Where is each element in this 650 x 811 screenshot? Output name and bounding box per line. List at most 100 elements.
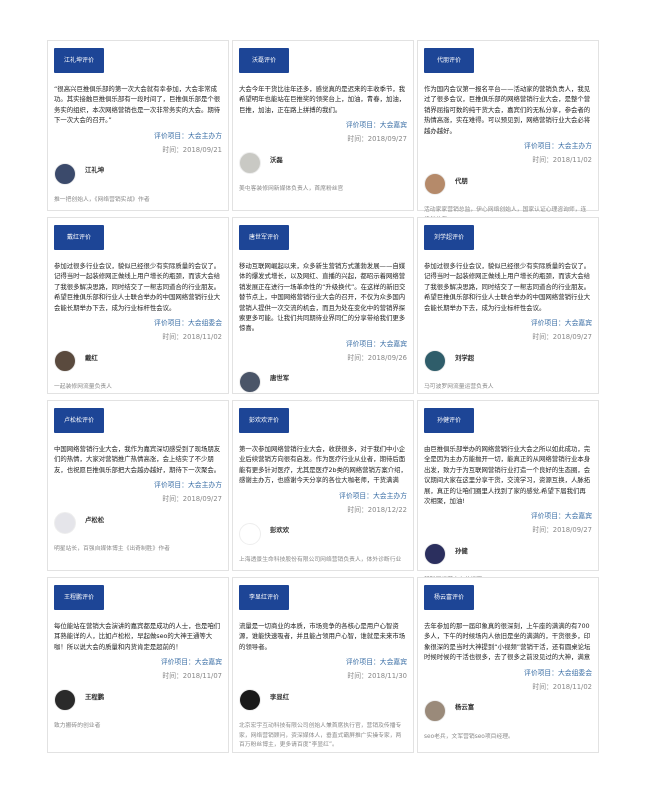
author: 唐世军	[239, 370, 407, 394]
testimonial-card: 江礼坤评价 “很高兴巨推俱乐部的第一次大会就有幸参加，大会非常成功。其实接触巨推俱…	[47, 40, 229, 211]
testimonial-card: 孙健评价由巨推俱乐部举办的网络营销行业大会之所以如此成功，完全是因为主办方能抛开…	[417, 400, 599, 583]
author-name: 孙健	[455, 546, 468, 555]
author: 代朋	[424, 172, 592, 196]
author: 刘学超	[424, 349, 592, 373]
testimonial-row: 王程鹏评价每位能站在营销大会演讲的嘉宾都是成功的人士，也是咱们耳熟能详的人，比如…	[47, 577, 599, 753]
author-description: seo老兵，文军营销seo项目经理。	[424, 733, 514, 740]
review-project[interactable]: 评价项目：大会主办方	[339, 491, 407, 500]
author-name: 沃磊	[270, 155, 283, 164]
reviewer-badge: 戴红评价	[54, 225, 104, 250]
reviewer-badge: 彭欢欢评价	[239, 408, 289, 433]
author-name: 戴红	[85, 353, 98, 362]
reviewer-badge: 代朋评价	[424, 48, 474, 73]
review-text: 去年参加的那一届印象真的很深刻，上午座的满满的有700多人，下午的时候场内人依旧…	[424, 622, 591, 662]
review-time: 时间：2018/11/07	[162, 672, 222, 681]
reviewer-badge: 王程鹏评价	[54, 585, 104, 610]
avatar	[239, 689, 261, 712]
testimonial-card: 王程鹏评价每位能站在营销大会演讲的嘉宾都是成功的人士，也是咱们耳熟能详的人，比如…	[47, 577, 229, 753]
review-text: 移动互联网崛起以来，众多新生营销方式蓬勃发展——自媒体的爆发式增长，以及网红、直…	[239, 262, 406, 333]
review-text: 每位能站在营销大会演讲的嘉宾都是成功的人士，也是咱们耳熟能详的人，比如卢松松，早…	[54, 622, 221, 651]
review-project[interactable]: 评价项目：大会嘉宾	[530, 319, 592, 328]
author-description: 致力搬砖的创业者	[54, 723, 101, 730]
testimonial-card: 沃磊评价 大会今年干货比往年还多，感觉真的是迟来的丰收季节，我希望明年也能站在巨推…	[232, 40, 414, 211]
review-project[interactable]: 评价项目：大会嘉宾	[345, 121, 407, 130]
review-time: 时间：2018/09/21	[162, 145, 222, 154]
author: 沃磊	[239, 151, 407, 175]
avatar	[54, 350, 76, 373]
avatar	[54, 689, 76, 712]
avatar	[239, 152, 261, 175]
testimonial-card: 代朋评价作为国内会议第一报名平台——活动家的营销负责人，我见过了很多会议，巨推俱…	[417, 40, 599, 223]
reviewer-badge: 杨云富评价	[424, 585, 474, 610]
review-time: 时间：2018/09/26	[347, 353, 407, 362]
review-project[interactable]: 评价项目：大会组委会	[524, 668, 592, 677]
author: 卢松松	[54, 511, 222, 535]
review-time: 时间：2018/09/27	[532, 333, 592, 342]
testimonial-card: 戴红评价参加过很多行业会议，貌似已经很少有实际质量的会议了。记得当时一起装修网正…	[47, 217, 229, 394]
reviewer-badge: 唐世军评价	[239, 225, 289, 250]
review-project[interactable]: 评价项目：大会主办方	[524, 142, 592, 151]
avatar	[424, 173, 446, 196]
review-project[interactable]: 评价项目：大会主办方	[154, 481, 222, 490]
avatar	[239, 522, 261, 545]
review-time: 时间：2018/11/30	[347, 672, 407, 681]
testimonial-card: 李显红评价流量是一切商业的本质，市场竞争的各核心是用户心智资源，谁能快速吸者，并…	[232, 577, 414, 753]
review-text: 流量是一切商业的本质，市场竞争的各核心是用户心智资源，谁能快速吸者，并且能占领用…	[239, 622, 406, 651]
review-project[interactable]: 评价项目：大会主办方	[154, 131, 222, 140]
testimonial-row: 江礼坤评价 “很高兴巨推俱乐部的第一次大会就有幸参加，大会非常成功。其实接触巨推俱…	[47, 40, 599, 223]
review-project[interactable]: 评价项目：大会嘉宾	[345, 658, 407, 667]
author-description: 推一把创始人，《网络营销实战》作者	[54, 196, 150, 203]
avatar	[424, 699, 446, 722]
author-name: 江礼坤	[85, 166, 105, 175]
author: 江礼坤	[54, 162, 222, 186]
review-project[interactable]: 评价项目：大会嘉宾	[530, 512, 592, 521]
review-text: 第一次参加网络营销行业大会，收获很多，对于我们中小企业后续营销方向很有启发。作为…	[239, 445, 407, 485]
avatar	[239, 370, 261, 393]
review-text: 由巨推俱乐部举办的网络营销行业大会之所以如此成功，完全是因为主办方能抛开一切，能…	[424, 445, 591, 506]
author: 王程鹏	[54, 688, 222, 712]
author-description: 明星站长，百强自媒体博主《出奇制胜》作者	[54, 546, 170, 553]
author: 彭欢欢	[239, 522, 407, 546]
reviewer-badge: 刘学超评价	[424, 225, 474, 250]
author: 李显红	[239, 688, 407, 712]
testimonial-row: 戴红评价参加过很多行业会议，貌似已经很少有实际质量的会议了。记得当时一起装修网正…	[47, 217, 599, 411]
review-text: 作为国内会议第一报名平台——活动家的营销负责人，我见过了很多会议，巨推俱乐部的网…	[424, 85, 591, 135]
review-text: 大会今年干货比往年还多，感觉真的是迟来的丰收季节，我希望明年也能站在巨推奖的领奖…	[239, 85, 406, 114]
testimonial-row: 卢松松评价中国网络营销行业大会，我作为嘉宾深切感受到了现场朋友们的热情，大家对营…	[47, 400, 599, 583]
review-time: 时间：2018/09/27	[347, 135, 407, 144]
author-description: 北京宏宇互动科技有限公司创始人兼首席执行官，营销及传播专家，网络营销顾问，资深媒…	[239, 723, 402, 749]
author-name: 李显红	[270, 692, 290, 701]
avatar	[424, 543, 446, 566]
testimonial-grid: 江礼坤评价 “很高兴巨推俱乐部的第一次大会就有幸参加，大会非常成功。其实接触巨推俱…	[47, 40, 599, 759]
review-time: 时间：2018/09/27	[532, 526, 592, 535]
review-time: 时间：2018/12/22	[347, 505, 407, 514]
review-text: 中国网络营销行业大会，我作为嘉宾深切感受到了现场朋友们的热情，大家对营销推广热情…	[54, 445, 221, 474]
author-name: 彭欢欢	[270, 526, 290, 535]
author: 戴红	[54, 349, 222, 373]
author: 孙健	[424, 542, 592, 566]
reviewer-badge: 李显红评价	[239, 585, 289, 610]
review-text: 参加过很多行业会议，貌似已经很少有实际质量的会议了。记得当时一起装修网正做线上用…	[54, 262, 221, 312]
review-text: “很高兴巨推俱乐部的第一次大会就有幸参加，大会非常成功。其实接触巨推俱乐部有一段…	[54, 85, 221, 125]
avatar	[424, 350, 446, 373]
testimonial-card: 卢松松评价中国网络营销行业大会，我作为嘉宾深切感受到了现场朋友们的热情，大家对营…	[47, 400, 229, 571]
author-name: 唐世军	[270, 374, 290, 383]
review-project[interactable]: 评价项目：大会嘉宾	[160, 658, 222, 667]
reviewer-badge: 江礼坤评价	[54, 48, 104, 73]
testimonial-card: 杨云富评价去年参加的那一届印象真的很深刻，上午座的满满的有700多人，下午的时候…	[417, 577, 599, 753]
review-time: 时间：2018/09/27	[162, 495, 222, 504]
author-name: 杨云富	[455, 703, 475, 712]
review-text: 参加过很多行业会议，貌似已经很少有实际质量的会议了。记得当时一起装修网正做线上用…	[424, 262, 591, 312]
testimonial-card: 刘学超评价参加过很多行业会议，貌似已经很少有实际质量的会议了。记得当时一起装修网…	[417, 217, 599, 394]
testimonial-card: 彭欢欢评价第一次参加网络营销行业大会，收获很多，对于我们中小企业后续营销方向很有…	[232, 400, 414, 571]
review-project[interactable]: 评价项目：大会嘉宾	[345, 339, 407, 348]
reviewer-badge: 卢松松评价	[54, 408, 104, 433]
review-time: 时间：2018/11/02	[532, 682, 592, 691]
author: 杨云富	[424, 699, 592, 723]
author-name: 刘学超	[455, 353, 475, 362]
author-description: 上海透景生命科技股份有限公司网络营销负责人，体外诊断行业	[239, 556, 402, 563]
reviewer-badge: 孙健评价	[424, 408, 474, 433]
author-description: 马可波罗网流量运营负责人	[424, 384, 494, 391]
review-project[interactable]: 评价项目：大会组委会	[154, 319, 222, 328]
avatar	[54, 512, 76, 535]
